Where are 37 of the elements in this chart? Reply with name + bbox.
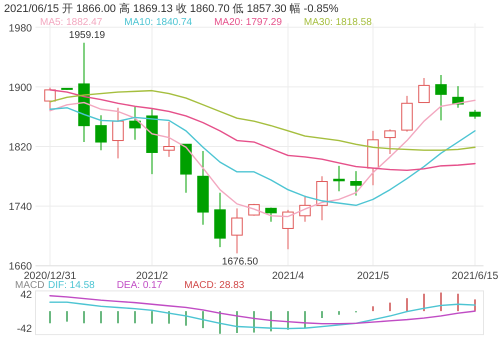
text: MA10: 1840.74 [124,17,193,28]
text: MA20: 1797.29 [214,17,282,28]
text: MACD: 28.83 [184,280,245,291]
series-label: DEA: 0.17 [116,280,163,291]
y-tick-label: 1660 [8,260,32,273]
y-tick-label: 1900 [8,82,32,94]
chart-title: MACD [15,280,44,291]
candlestick [333,165,345,192]
y-tick-label: -42 [16,323,32,336]
y-tick-label: 42 [20,289,32,302]
annotation: 1959.19 [68,30,106,41]
candlestick [129,106,141,140]
candlestick [350,170,362,196]
candlestick [435,74,447,121]
annotation: 1676.50 [222,256,259,268]
line-series [49,107,476,206]
text: MA30: 1818.58 [304,17,372,28]
line-series [49,295,476,324]
chart-title: 2021/06/15 开 1866.00 高 1869.13 收 1860.70 低 1857.30 幅 -0.85% [4,2,339,15]
x-tick-label: 2020/12/31 [24,270,76,282]
candlestick [367,130,379,186]
candlestick [197,150,209,226]
x-tick-label: 2021/6/15 [452,270,499,282]
x-tick-label: 2021/4 [272,270,304,282]
candlestick [163,121,175,158]
candlestick [231,208,243,254]
x-tick-label: 2021/5 [356,270,390,282]
candlestick [112,107,124,159]
series-label: DIF: 14.58 [48,280,96,291]
candlestick [214,192,226,248]
y-tick-label: 1740 [8,201,32,214]
y-tick-label: 1980 [8,22,32,34]
candlestick [95,114,107,151]
y-tick-label: 1820 [8,142,32,154]
line-series [49,302,476,330]
text: MA5: 1882.47 [40,17,103,28]
x-tick-label: 2021/2 [136,270,168,282]
